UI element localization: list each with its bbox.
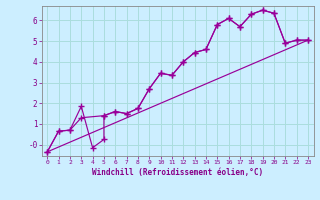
X-axis label: Windchill (Refroidissement éolien,°C): Windchill (Refroidissement éolien,°C)	[92, 168, 263, 177]
